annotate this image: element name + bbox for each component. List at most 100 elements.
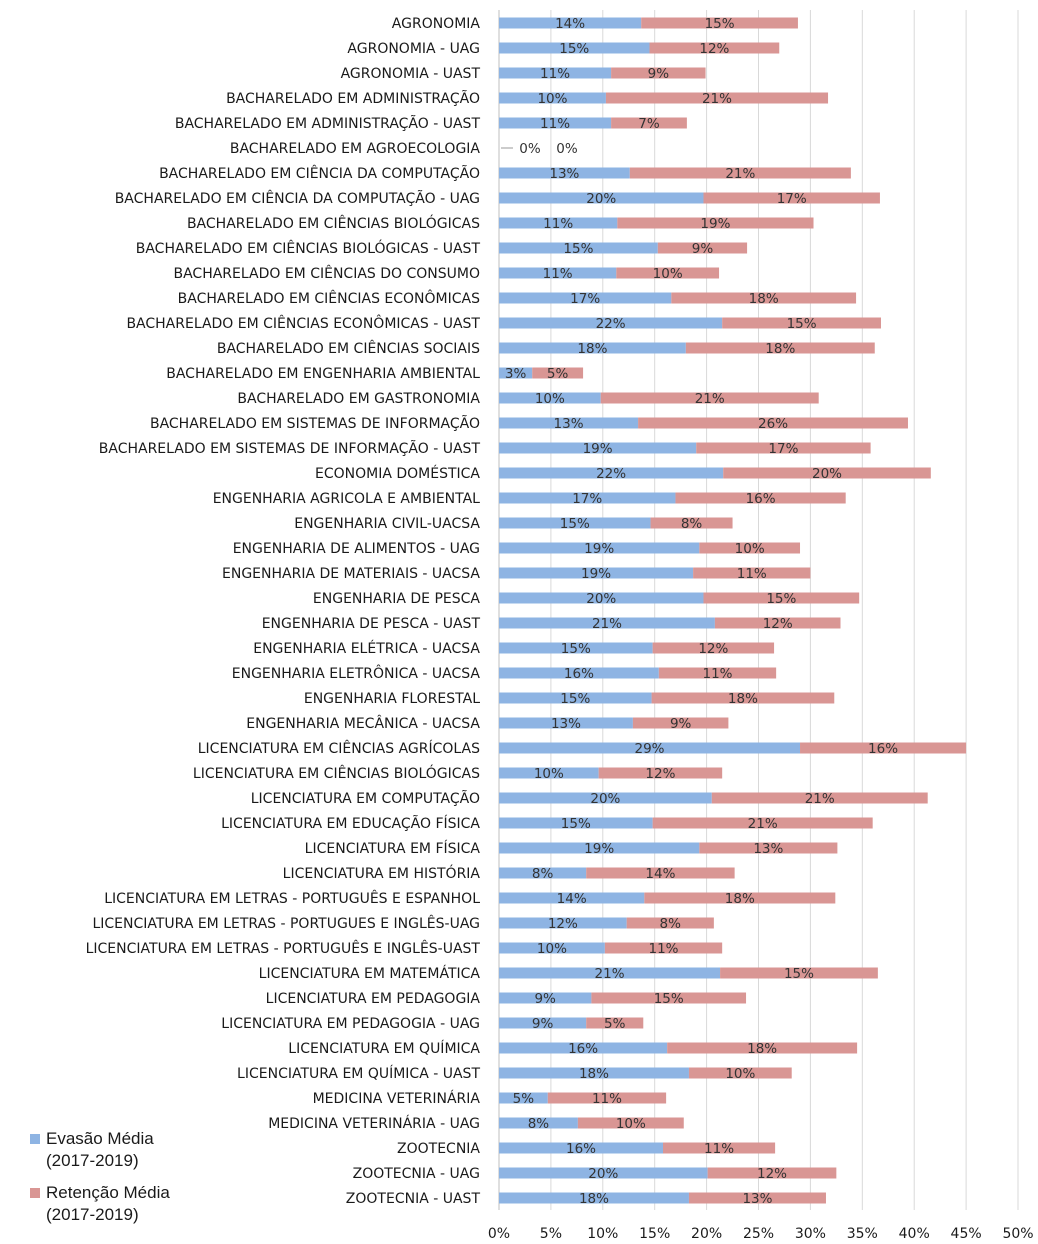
bar-evasao: [499, 942, 605, 954]
data-label-evasao: 19%: [584, 541, 614, 557]
data-label-evasao: 19%: [581, 566, 611, 582]
data-label-evasao: 13%: [549, 166, 579, 182]
data-label-evasao: 20%: [586, 591, 616, 607]
bar-retencao: [611, 67, 706, 79]
category-label: AGRONOMIA - UAG: [347, 41, 480, 57]
data-label-evasao: 19%: [583, 441, 613, 457]
bar-retencao: [644, 892, 836, 904]
category-label: LICENCIATURA EM LETRAS - PORTUGUES E ING…: [92, 914, 480, 932]
category-label: LICENCIATURA EM CIÊNCIAS BIOLÓGICAS: [193, 764, 480, 782]
data-label-retencao: 21%: [702, 91, 732, 107]
category-label: ENGENHARIA DE PESCA: [313, 591, 481, 607]
data-label-retencao: 13%: [753, 841, 783, 857]
data-label-evasao: 10%: [534, 766, 564, 782]
bar-evasao: [499, 1142, 664, 1154]
data-label-retencao: 10%: [735, 541, 765, 557]
bar-evasao: [499, 467, 724, 479]
bar-retencao: [591, 992, 747, 1004]
bar-evasao: [499, 667, 659, 679]
data-label-evasao: 10%: [535, 391, 565, 407]
data-label-retencao: 15%: [766, 591, 796, 607]
data-label-evasao: 15%: [560, 691, 590, 707]
bar-retencao: [629, 167, 851, 179]
data-label-evasao: 15%: [563, 241, 593, 257]
bar-retencao: [586, 867, 735, 879]
bar-retencao: [714, 617, 841, 629]
data-label-retencao: 11%: [702, 666, 732, 682]
data-label-evasao: 10%: [537, 941, 567, 957]
category-label: BACHARELADO EM CIÊNCIA DA COMPUTAÇÃO - U…: [115, 189, 480, 207]
x-tick-label: 5%: [540, 1226, 562, 1242]
category-label: LICENCIATURA EM PEDAGOGIA - UAG: [221, 1016, 480, 1032]
bar-retencao: [800, 742, 967, 754]
bar-evasao: [499, 567, 694, 579]
bar-evasao: [499, 442, 697, 454]
category-label: BACHARELADO EM SISTEMAS DE INFORMAÇÃO - …: [99, 440, 481, 457]
category-label: ENGENHARIA DE MATERIAIS - UACSA: [222, 566, 480, 582]
bar-retencao: [707, 1167, 837, 1179]
data-label-retencao: 12%: [763, 616, 793, 632]
bar-retencao: [658, 667, 777, 679]
bar-retencao: [685, 342, 875, 354]
bar-evasao: [499, 867, 587, 879]
data-label-retencao: 16%: [868, 741, 898, 757]
category-label: BACHARELADO EM CIÊNCIAS ECONÔMICAS: [178, 289, 480, 307]
bar-retencao: [616, 267, 720, 279]
category-label: ZOOTECNIA - UAG: [353, 1166, 480, 1182]
data-label-evasao: 14%: [555, 16, 585, 32]
data-label-retencao: 12%: [645, 766, 675, 782]
category-label: LICENCIATURA EM PEDAGOGIA: [266, 991, 481, 1007]
bar-evasao: [499, 842, 700, 854]
data-label-retencao: 7%: [638, 116, 660, 132]
bar-retencao: [652, 642, 775, 654]
bar-retencao: [693, 567, 811, 579]
bar-retencao: [696, 442, 871, 454]
bar-retencao: [667, 1042, 858, 1054]
data-label-retencao: 11%: [649, 941, 679, 957]
category-label: BACHARELADO EM CIÊNCIAS ECONÔMICAS - UAS…: [126, 314, 480, 332]
data-label-retencao: 14%: [645, 866, 675, 882]
data-label-retencao: 21%: [695, 391, 725, 407]
x-tick-label: 35%: [847, 1226, 878, 1242]
bar-evasao: [499, 717, 633, 729]
data-label-evasao: 22%: [596, 466, 626, 482]
data-label-evasao: 14%: [557, 891, 587, 907]
legend-label-retencao: Retenção Média (2017-2019): [46, 1183, 170, 1224]
category-label: AGRONOMIA - UAST: [341, 66, 481, 82]
category-label: LICENCIATURA EM FÍSICA: [305, 840, 481, 857]
bar-evasao: [499, 492, 676, 504]
bar-evasao: [499, 167, 630, 179]
data-label-retencao: 18%: [725, 891, 755, 907]
category-label: MEDICINA VETERINÁRIA: [313, 1090, 481, 1107]
bar-retencao: [626, 917, 714, 929]
category-label: BACHARELADO EM AGROECOLOGIA: [230, 141, 481, 157]
legend-item-retencao: Retenção Média (2017-2019): [30, 1182, 220, 1226]
bar-evasao: [499, 267, 617, 279]
bar-evasao: [499, 192, 704, 204]
data-label-retencao: 21%: [748, 816, 778, 832]
data-label-retencao: 19%: [700, 216, 730, 232]
bar-evasao: [499, 92, 606, 104]
x-tick-label: 15%: [639, 1226, 670, 1242]
bar-retencao: [688, 1067, 792, 1079]
bar-retencao: [586, 1017, 644, 1029]
bar-retencao: [577, 1117, 684, 1129]
category-label: LICENCIATURA EM COMPUTAÇÃO: [251, 790, 480, 807]
data-label-retencao: 10%: [616, 1116, 646, 1132]
category-label: BACHARELADO EM CIÊNCIAS BIOLÓGICAS: [187, 214, 480, 232]
data-label-evasao: 16%: [566, 1141, 596, 1157]
category-label: AGRONOMIA: [392, 16, 481, 32]
data-label-evasao: 20%: [588, 1166, 618, 1182]
data-label-evasao: 13%: [551, 716, 581, 732]
legend-swatch-retencao: [30, 1188, 40, 1198]
x-tick-label: 20%: [691, 1226, 722, 1242]
category-label: BACHARELADO EM ENGENHARIA AMBIENTAL: [166, 366, 480, 382]
bar-retencao: [699, 542, 801, 554]
bar-retencao: [657, 242, 748, 254]
bar-evasao: [499, 992, 592, 1004]
bar-evasao: [499, 1117, 578, 1129]
data-label-evasao: 12%: [548, 916, 578, 932]
category-label: ENGENHARIA MECÂNICA - UACSA: [246, 714, 480, 732]
data-label-retencao: 10%: [725, 1066, 755, 1082]
data-label-retencao: 26%: [758, 416, 788, 432]
